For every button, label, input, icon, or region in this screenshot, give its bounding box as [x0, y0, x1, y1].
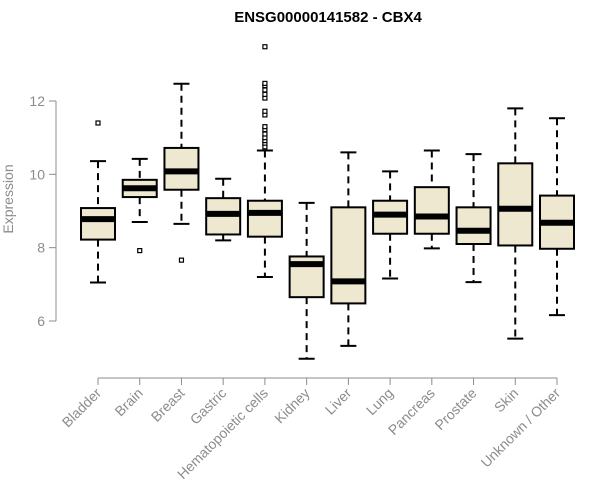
chart-title: ENSG00000141582 - CBX4 — [234, 9, 422, 26]
outlier-point — [178, 257, 185, 263]
iqr-box — [330, 206, 367, 305]
outlier-point — [262, 91, 268, 98]
x-tick-label: Bladder — [59, 385, 105, 431]
iqr-box — [455, 206, 492, 245]
x-tick-label: Unknown / Other — [478, 385, 564, 471]
x-tick-label: Brain — [111, 385, 145, 419]
box-liver — [330, 151, 367, 347]
outlier-point — [262, 108, 268, 114]
outlier-point — [137, 248, 143, 254]
outlier-point — [262, 87, 268, 93]
x-tick-label: Liver — [322, 385, 355, 418]
box-pancreas — [413, 149, 450, 250]
y-tick-label: 6 — [37, 313, 45, 329]
outlier-point — [95, 120, 101, 126]
iqr-box — [246, 199, 283, 238]
box-breast — [163, 82, 200, 263]
outlier-point — [262, 44, 268, 50]
outlier-point — [262, 80, 268, 87]
x-tick-label: Kidney — [271, 385, 313, 427]
iqr-box — [497, 162, 534, 247]
y-tick-label: 8 — [37, 240, 45, 256]
iqr-box — [80, 207, 116, 241]
outlier-point — [262, 124, 268, 130]
x-tick-label: Skin — [491, 385, 522, 416]
box-skin — [497, 107, 534, 340]
y-tick-label: 12 — [29, 93, 45, 109]
x-tick-label: Prostate — [431, 385, 479, 433]
box-bladder — [80, 120, 116, 284]
y-axis: 6 8 10 12 — [29, 93, 57, 329]
box-lung — [372, 170, 409, 280]
iqr-box — [413, 186, 450, 235]
outlier-point — [262, 131, 268, 137]
box-unknown-other — [539, 117, 575, 317]
x-tick-label: Lung — [363, 385, 396, 418]
box-gastric — [205, 177, 242, 242]
x-tick-label: Breast — [148, 385, 188, 425]
box-kidney — [288, 201, 325, 360]
box-hematopoietic-cells — [246, 44, 283, 278]
boxes-layer — [80, 44, 575, 360]
y-axis-label: Expression — [0, 164, 16, 233]
y-tick-label: 10 — [29, 166, 45, 182]
box-prostate — [455, 153, 492, 284]
box-brain — [121, 157, 158, 254]
